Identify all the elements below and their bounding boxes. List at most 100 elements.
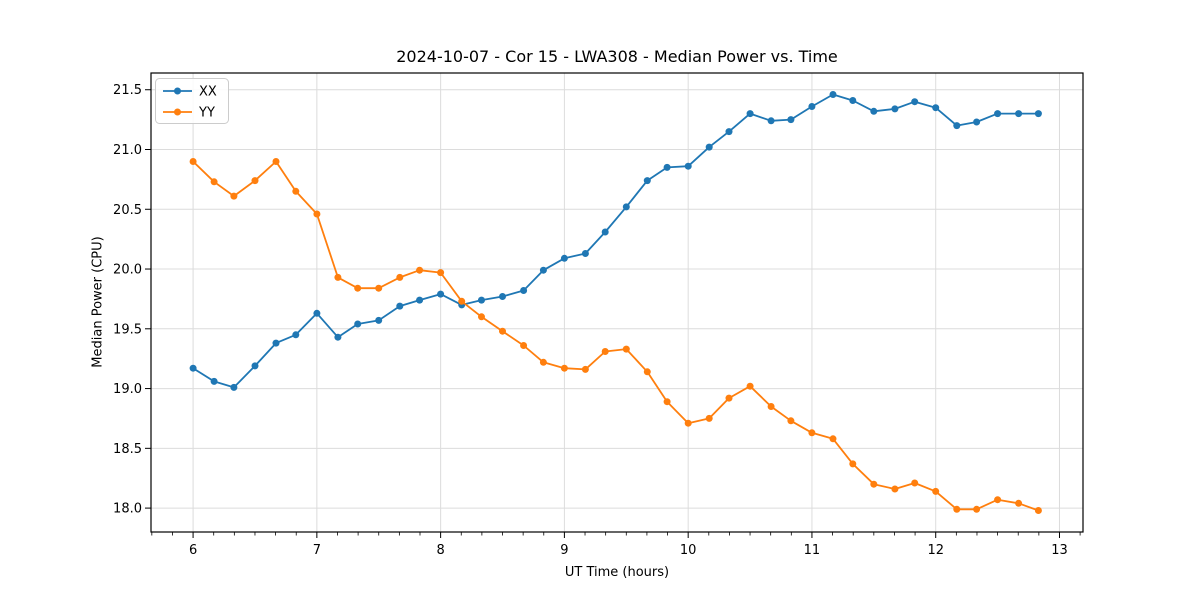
series-xx-marker bbox=[891, 105, 899, 113]
series-xx-marker bbox=[849, 97, 857, 104]
series-yy-marker bbox=[478, 313, 485, 321]
series-xx-marker bbox=[478, 296, 485, 304]
series-xx-marker bbox=[334, 333, 342, 341]
series-xx-marker bbox=[230, 383, 238, 391]
series-xx-line bbox=[192, 93, 1040, 389]
series-xx-marker bbox=[973, 118, 981, 126]
y-tick-label: 18.0 bbox=[113, 502, 142, 517]
legend-marker-sample bbox=[174, 87, 181, 95]
y-tick-label: 21.5 bbox=[113, 83, 142, 98]
series-yy-marker bbox=[829, 435, 837, 443]
y-tick-label: 18.5 bbox=[113, 442, 142, 457]
series-xx-marker bbox=[725, 128, 733, 136]
series-yy-marker bbox=[230, 192, 238, 200]
x-tick-label: 6 bbox=[189, 543, 197, 558]
series-xx-marker bbox=[560, 254, 568, 262]
series-xx-marker bbox=[808, 103, 816, 110]
series-xx-marker bbox=[520, 287, 528, 294]
x-tick-label: 13 bbox=[1051, 543, 1068, 558]
series-yy-marker bbox=[499, 327, 506, 335]
series-yy-marker bbox=[520, 342, 528, 349]
series-xx-marker bbox=[581, 250, 589, 257]
x-tick-label: 9 bbox=[560, 543, 568, 558]
series-yy bbox=[189, 158, 1042, 514]
series-xx-marker bbox=[1015, 110, 1023, 118]
series-yy-marker bbox=[767, 403, 775, 410]
series-yy-marker bbox=[849, 460, 857, 468]
series-yy-marker bbox=[210, 178, 218, 186]
series-xx-marker bbox=[396, 302, 404, 310]
series-yy-marker bbox=[272, 158, 280, 165]
series-yy-marker bbox=[705, 414, 713, 422]
series-yy-marker bbox=[870, 480, 878, 488]
legend-marker-sample bbox=[174, 108, 181, 116]
series-xx-marker bbox=[787, 116, 795, 124]
series-yy-marker bbox=[458, 297, 466, 305]
series-xx-marker bbox=[601, 228, 609, 236]
tick-labels: 6 7 8 9 10 11 12 13 18.0 18.5 19.0 19.5 20.0 20.5 21.0… bbox=[113, 83, 1068, 558]
legend-label: YY bbox=[198, 106, 215, 121]
series-xx-marker bbox=[663, 163, 671, 171]
series-xx-marker bbox=[292, 331, 300, 339]
x-tick-label: 8 bbox=[436, 543, 444, 558]
series-yy-marker bbox=[932, 487, 940, 495]
series-xx-marker bbox=[684, 162, 692, 170]
x-axis-label: UT Time (hours) bbox=[564, 565, 670, 580]
axes-spines bbox=[150, 72, 1084, 533]
series-xx-marker bbox=[272, 339, 280, 347]
series-xx-marker bbox=[932, 104, 940, 112]
series-xx-marker bbox=[354, 320, 362, 328]
legend-item-xx: XX bbox=[163, 85, 217, 100]
series-xx-marker bbox=[622, 203, 630, 211]
series-xx-marker bbox=[643, 177, 651, 185]
y-tick-label: 20.0 bbox=[113, 263, 142, 278]
series-yy-marker bbox=[581, 365, 589, 373]
legend-box bbox=[155, 78, 229, 124]
series-yy-marker bbox=[334, 273, 342, 281]
y-axis-label: Median Power (CPU) bbox=[90, 236, 106, 368]
series-yy-marker bbox=[953, 505, 961, 513]
series-xx-marker bbox=[705, 143, 713, 151]
series-yy-marker bbox=[643, 368, 651, 376]
axis-ticks bbox=[145, 89, 1081, 538]
legend-label: XX bbox=[199, 85, 217, 100]
chart-title: 2024-10-07 - Cor 15 - LWA308 - Median Po… bbox=[396, 47, 838, 66]
series-yy-marker bbox=[396, 273, 404, 281]
series-yy-marker bbox=[354, 284, 362, 292]
series-yy-marker bbox=[189, 158, 197, 165]
legend-item-yy: YY bbox=[163, 106, 215, 121]
series-xx-marker bbox=[870, 107, 878, 115]
series-xx-marker bbox=[416, 296, 424, 304]
series-yy-marker bbox=[416, 266, 424, 274]
series-yy-marker bbox=[746, 382, 754, 390]
series-yy-marker bbox=[787, 417, 795, 425]
x-tick-label: 11 bbox=[804, 543, 821, 558]
series-xx-marker bbox=[539, 266, 547, 274]
series-yy-marker bbox=[973, 505, 981, 513]
series-xx-marker bbox=[746, 110, 754, 118]
series-xx-marker bbox=[994, 110, 1002, 118]
series-yy-marker bbox=[891, 485, 899, 493]
x-tick-label: 7 bbox=[313, 543, 321, 558]
series-yy-marker bbox=[375, 284, 383, 292]
y-tick-label: 19.0 bbox=[113, 382, 142, 397]
series-yy-marker bbox=[725, 394, 733, 402]
legend: XX YY bbox=[155, 78, 229, 124]
series-xx-marker bbox=[829, 91, 837, 98]
series-yy-marker bbox=[539, 358, 547, 366]
series-xx bbox=[189, 91, 1042, 391]
series-xx-marker bbox=[499, 293, 506, 300]
series-yy-marker bbox=[313, 210, 321, 218]
series-yy-marker bbox=[601, 348, 609, 355]
series-yy-marker bbox=[292, 187, 300, 195]
series-xx-marker bbox=[210, 377, 218, 385]
series-yy-marker bbox=[622, 345, 630, 353]
series-yy-marker bbox=[560, 364, 568, 372]
series-yy-marker bbox=[1034, 507, 1042, 514]
y-tick-label: 21.0 bbox=[113, 143, 142, 158]
series-xx-marker bbox=[189, 364, 197, 372]
grid-lines bbox=[151, 73, 1083, 532]
series-yy-marker bbox=[684, 419, 692, 427]
series-yy-marker bbox=[251, 177, 259, 185]
